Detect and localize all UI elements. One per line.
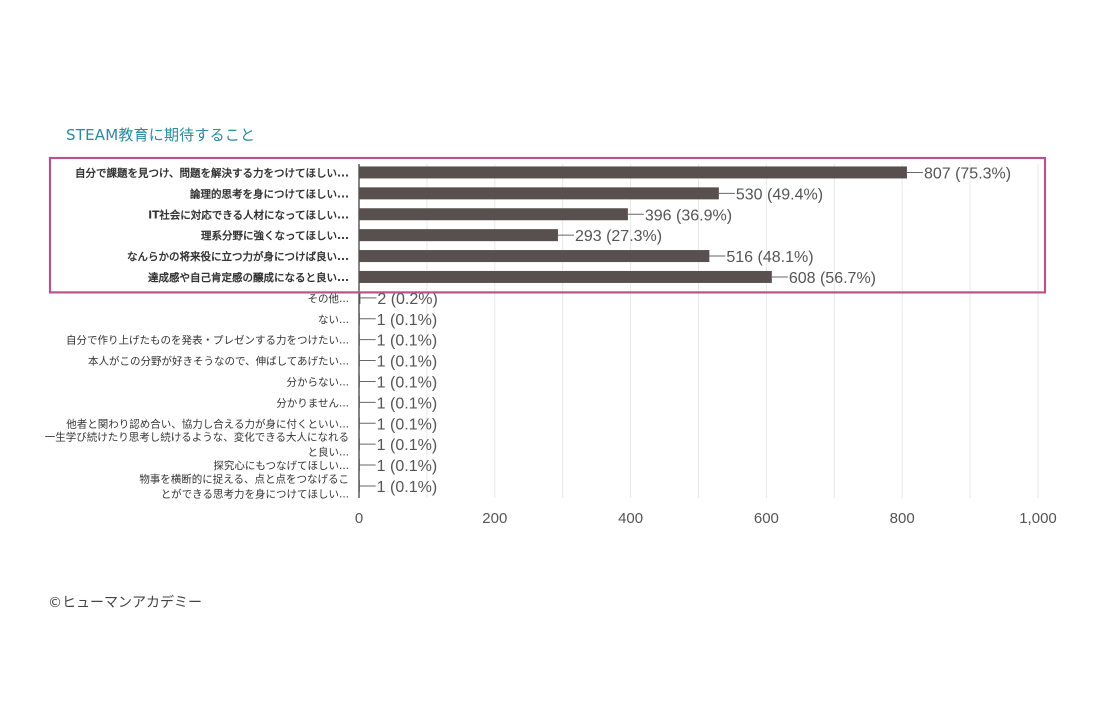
category-label: 達成感や自己肯定感の醸成になると良い... bbox=[148, 271, 349, 284]
category-label: その他... bbox=[307, 292, 349, 305]
category-label: 本人がこの分野が好きそうなので、伸ばしてあげたい... bbox=[88, 355, 349, 368]
category-label: 自分で課題を見つけ、問題を解決する力をつけてほしい... bbox=[75, 166, 349, 179]
bar bbox=[359, 208, 628, 221]
value-label: 2 (0.2%) bbox=[377, 291, 437, 308]
category-label: と良い... bbox=[307, 446, 349, 459]
category-label: 分かりません... bbox=[276, 397, 349, 409]
category-label: 分からない... bbox=[286, 376, 349, 388]
category-label: IT社会に対応できる人材になってほしい... bbox=[148, 208, 349, 221]
value-label: 396 (36.9%) bbox=[645, 207, 732, 224]
chart-title: STEAM教育に期待すること bbox=[66, 126, 256, 144]
category-label: 一生学び続けたり思考し続けるような、変化できる大人になれる bbox=[45, 431, 349, 444]
value-label: 1 (0.1%) bbox=[377, 458, 437, 475]
bar bbox=[359, 396, 360, 409]
value-label: 1 (0.1%) bbox=[377, 479, 437, 496]
bar bbox=[359, 166, 907, 179]
value-label: 1 (0.1%) bbox=[377, 374, 437, 391]
x-tick-label: 1,000 bbox=[1019, 510, 1057, 527]
bar bbox=[359, 479, 360, 492]
value-label: 293 (27.3%) bbox=[575, 228, 662, 245]
value-label: 1 (0.1%) bbox=[377, 395, 437, 412]
bar bbox=[359, 354, 360, 367]
category-label: とができる思考力を身につけてほしい... bbox=[161, 487, 349, 500]
value-label: 530 (49.4%) bbox=[736, 186, 823, 203]
bar bbox=[359, 333, 360, 346]
bar bbox=[359, 270, 772, 283]
value-label: 1 (0.1%) bbox=[377, 416, 437, 433]
bar bbox=[359, 375, 360, 388]
bar bbox=[359, 229, 558, 242]
category-label: なんらかの将来役に立つ力が身につけば良い... bbox=[127, 250, 349, 263]
x-tick-label: 600 bbox=[754, 510, 779, 527]
value-label: 1 (0.1%) bbox=[377, 312, 437, 329]
category-label: 物事を横断的に捉える、点と点をつなげるこ bbox=[139, 472, 349, 485]
highlight-box bbox=[48, 156, 1047, 294]
bar bbox=[359, 459, 360, 472]
value-label: 1 (0.1%) bbox=[377, 333, 437, 350]
x-tick-label: 400 bbox=[618, 510, 643, 527]
bar bbox=[359, 312, 360, 325]
category-label: 理系分野に強くなってほしい... bbox=[201, 229, 349, 242]
category-label: 他者と関わり認め合い、協力し合える力が身に付くといい... bbox=[66, 417, 349, 430]
category-label: 探究心にもつなげてほしい... bbox=[213, 459, 349, 472]
x-tick-label: 800 bbox=[890, 510, 915, 527]
x-tick-label: 0 bbox=[355, 510, 363, 527]
x-tick-label: 200 bbox=[482, 510, 507, 527]
value-label: 516 (48.1%) bbox=[726, 249, 813, 266]
value-label: 1 (0.1%) bbox=[377, 437, 437, 454]
bar bbox=[359, 250, 710, 263]
copyright-text: ©ヒューマンアカデミー bbox=[48, 595, 202, 611]
value-label: 608 (56.7%) bbox=[789, 270, 876, 287]
bar bbox=[359, 291, 361, 304]
value-label: 1 (0.1%) bbox=[377, 354, 437, 371]
bar bbox=[359, 438, 360, 451]
category-label: 自分で作り上げたものを発表・プレゼンする力をつけたい... bbox=[66, 334, 349, 347]
bar bbox=[359, 187, 719, 200]
category-label: 論理的思考を身につけてほしい... bbox=[190, 187, 349, 200]
value-label: 807 (75.3%) bbox=[924, 165, 1011, 182]
bar bbox=[359, 417, 360, 430]
category-label: ない... bbox=[318, 314, 349, 326]
